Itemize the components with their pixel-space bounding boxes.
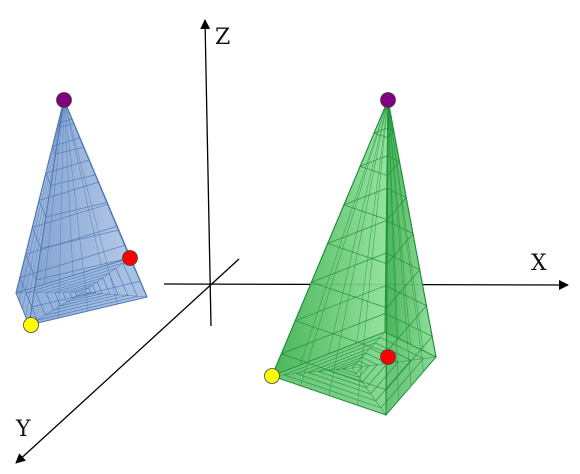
mesh-line <box>328 99 389 396</box>
mesh-line <box>58 99 65 319</box>
mesh-line <box>18 99 65 302</box>
mesh-line <box>63 99 89 312</box>
blue-pyramid <box>15 92 148 333</box>
mesh-line <box>387 99 424 372</box>
mesh-line <box>25 99 65 318</box>
apex-vertex-dot <box>380 92 396 108</box>
mesh-line <box>387 99 412 387</box>
mesh-line <box>356 99 389 344</box>
mesh-line <box>387 99 424 351</box>
left-base-vertex-dot <box>264 368 280 384</box>
mesh-line <box>387 99 399 339</box>
apex-vertex-dot <box>56 92 72 108</box>
mesh-line <box>63 99 102 267</box>
base-diagonal <box>351 331 386 369</box>
pyramid-edge <box>271 99 389 377</box>
z-axis-label: Z <box>215 25 230 50</box>
base-diagonal <box>271 367 353 377</box>
pyramid-edge <box>384 99 389 333</box>
pyramid-edge <box>63 99 131 259</box>
pyramid-edge <box>28 99 65 326</box>
y-axis <box>15 258 240 464</box>
base-diagonal <box>82 257 131 293</box>
mesh-line <box>63 99 118 305</box>
green-pyramid <box>264 92 437 417</box>
base-diagonal <box>28 291 84 326</box>
mesh-line <box>63 99 74 276</box>
left-base-vertex-dot <box>23 317 39 333</box>
x-axis-label: X <box>531 251 547 276</box>
pyramid-edge <box>15 99 65 294</box>
base-diagonal <box>82 291 148 298</box>
pyramid-edge <box>387 99 437 358</box>
base-diagonal <box>15 291 84 294</box>
mesh-line <box>328 99 389 355</box>
mesh-line <box>44 99 65 285</box>
mesh-line <box>300 99 389 386</box>
base-diagonal <box>351 367 387 416</box>
mesh-line <box>387 99 411 345</box>
coordinate-axes: Z X Y <box>15 19 569 464</box>
y-axis-label: Y <box>15 417 31 442</box>
base-diagonal <box>351 356 437 369</box>
mesh-line <box>22 99 65 310</box>
z-axis <box>200 19 212 327</box>
inner-base-vertex-dot <box>380 349 396 365</box>
right-base-vertex-dot <box>122 250 138 266</box>
mesh-line <box>299 99 389 366</box>
